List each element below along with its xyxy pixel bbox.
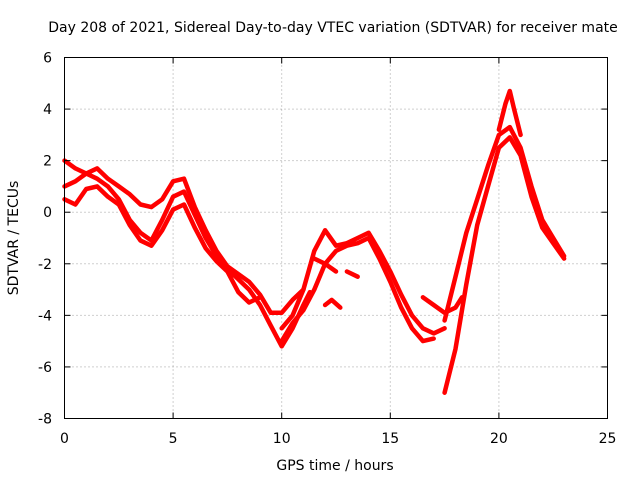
- series-track-10: [442, 124, 567, 323]
- x-tick-label: 10: [273, 431, 291, 447]
- y-tick-label: 0: [43, 205, 52, 221]
- axis-ticks: [64, 57, 608, 419]
- x-tick-labels: 0 5 10 15 20 25: [60, 431, 616, 447]
- x-tick-label: 15: [381, 431, 399, 447]
- series-track-3: [62, 184, 263, 305]
- grid-lines: [64, 57, 608, 419]
- x-tick-label: 20: [490, 431, 508, 447]
- series-track-8: [344, 269, 360, 279]
- y-tick-label: -2: [38, 257, 52, 273]
- y-tick-label: -6: [38, 360, 52, 376]
- series-track-1: [62, 158, 306, 316]
- series-track-6: [312, 256, 339, 274]
- series-track-12: [496, 88, 523, 138]
- chart-title: Day 208 of 2021, Sidereal Day-to-day VTE…: [48, 20, 618, 36]
- y-tick-label: 2: [43, 154, 52, 170]
- series-track-11: [442, 135, 567, 395]
- y-tick-label: -4: [38, 308, 52, 324]
- y-tick-label: -8: [38, 412, 52, 428]
- series-track-2: [62, 171, 313, 349]
- x-tick-label: 5: [169, 431, 178, 447]
- series-track-9: [420, 295, 465, 316]
- x-tick-label: 25: [599, 431, 617, 447]
- series-track-4: [279, 228, 447, 336]
- y-tick-label: 4: [43, 102, 52, 118]
- y-axis-label: SDTVAR / TECUs: [6, 181, 22, 296]
- x-tick-label: 0: [60, 431, 69, 447]
- plot-frame: [64, 57, 608, 419]
- y-tick-labels: -8 -6 -4 -2 0 2 4 6: [38, 51, 52, 428]
- y-tick-label: 6: [43, 51, 52, 67]
- series-track-7: [322, 297, 343, 310]
- x-axis-label: GPS time / hours: [276, 458, 393, 474]
- series-track-5: [279, 235, 436, 344]
- data-series: [62, 88, 567, 395]
